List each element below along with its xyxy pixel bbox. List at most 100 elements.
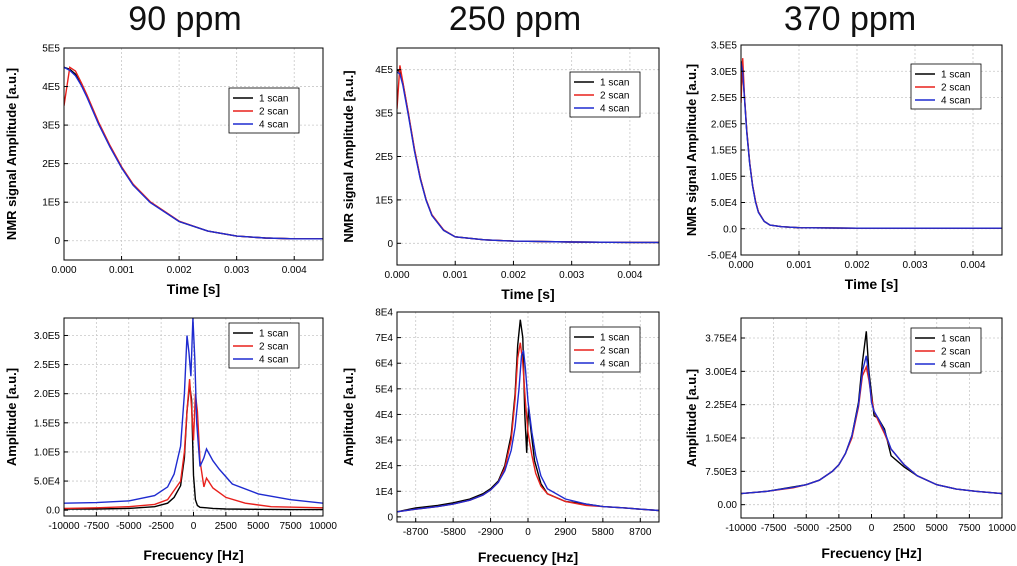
y-axis-label: NMR signal Amplitude [a.u.] (4, 68, 19, 240)
x-tick-label: -2500 (826, 523, 852, 534)
x-tick-label: 0 (525, 527, 531, 538)
y-tick-label: 7E4 (375, 333, 393, 344)
legend-label: 4 scan (600, 359, 629, 370)
y-tick-label: 0.0 (723, 224, 737, 235)
y-tick-label: 2.25E4 (705, 400, 737, 411)
legend-label: 4 scan (941, 96, 970, 107)
legend-label: 2 scan (941, 83, 970, 94)
x-axis-label: Frecuency [Hz] (478, 549, 578, 565)
y-tick-label: 1.50E4 (705, 434, 737, 445)
y-tick-label: 0 (387, 512, 393, 523)
y-tick-label: 5.0E4 (711, 198, 738, 209)
x-axis-label: Frecuency [Hz] (143, 547, 243, 563)
y-tick-label: 1E4 (375, 487, 393, 498)
legend-label: 4 scan (941, 360, 970, 371)
y-tick-label: 3.00E4 (705, 367, 737, 378)
y-tick-label: 3.0E5 (34, 331, 61, 342)
x-tick-label: 8700 (629, 527, 652, 538)
y-tick-label: 7.50E3 (705, 467, 737, 478)
x-tick-label: 0.001 (786, 260, 811, 271)
x-tick-label: 7500 (958, 523, 981, 534)
series-line-4-scan (741, 355, 1002, 495)
y-tick-label: 0 (54, 236, 60, 247)
x-axis-label: Time [s] (845, 276, 898, 292)
y-tick-label: 4E5 (42, 82, 60, 93)
y-tick-label: 8E4 (375, 308, 393, 319)
y-tick-label: 5E4 (375, 384, 393, 395)
x-tick-label: 0.004 (960, 260, 985, 271)
x-tick-label: 5000 (926, 523, 949, 534)
x-tick-label: 2500 (893, 523, 916, 534)
x-tick-label: 0 (191, 521, 197, 532)
y-tick-label: 2.5E5 (711, 93, 738, 104)
y-tick-label: 1E5 (375, 195, 393, 206)
x-tick-label: 0.001 (443, 270, 468, 281)
x-tick-label: -10000 (48, 521, 80, 532)
series-line-4-scan (397, 350, 659, 513)
plot-frame (63, 47, 324, 261)
x-tick-label: 0.002 (501, 270, 526, 281)
y-axis-label: NMR signal Amplitude [a.u.] (341, 70, 356, 242)
legend-label: 1 scan (941, 70, 970, 81)
x-tick-label: 0.000 (728, 260, 753, 271)
series-line-4-scan (397, 71, 659, 244)
x-tick-label: -5000 (793, 523, 819, 534)
legend-label: 1 scan (259, 329, 288, 340)
y-tick-label: 3E5 (42, 121, 60, 132)
legend-label: 1 scan (941, 334, 970, 345)
x-tick-label: 10000 (988, 523, 1016, 534)
x-tick-label: -7500 (84, 521, 110, 532)
x-axis-label: Time [s] (167, 281, 220, 297)
legend-label: 1 scan (600, 78, 629, 89)
x-tick-label: 0.003 (559, 270, 584, 281)
y-tick-label: 2E4 (375, 461, 393, 472)
y-tick-label: 2.0E5 (34, 389, 61, 400)
y-tick-label: 2E5 (375, 152, 393, 163)
x-tick-label: 0.001 (109, 265, 134, 276)
y-tick-label: 1E5 (42, 198, 60, 209)
y-tick-label: 3E4 (375, 436, 393, 447)
x-tick-label: -5800 (440, 527, 466, 538)
x-tick-label: 10000 (309, 521, 337, 532)
x-tick-label: 7500 (280, 521, 303, 532)
x-tick-label: 0.003 (902, 260, 927, 271)
y-tick-label: 3E5 (375, 109, 393, 120)
x-tick-label: 0.004 (282, 265, 307, 276)
legend-label: 2 scan (259, 107, 288, 118)
column-title-90ppm: 90 ppm (128, 0, 242, 38)
x-tick-label: 0.004 (617, 270, 642, 281)
y-tick-label: 4E4 (375, 410, 393, 421)
x-tick-label: -8700 (403, 527, 429, 538)
y-tick-label: 3.5E5 (711, 41, 738, 52)
column-title-370ppm: 370 ppm (783, 0, 917, 38)
y-axis-label: Amplitude [a.u.] (341, 368, 356, 466)
series-line-4-scan (64, 66, 323, 240)
x-tick-label: 2900 (554, 527, 577, 538)
y-axis-label: NMR signal Amplitude [a.u.] (684, 64, 699, 236)
x-tick-label: -2500 (148, 521, 174, 532)
y-tick-label: 4E5 (375, 65, 393, 76)
x-tick-label: 0.000 (384, 270, 409, 281)
column-title-250ppm: 250 ppm (448, 0, 582, 38)
x-tick-label: 0 (869, 523, 875, 534)
y-tick-label: 2.5E5 (34, 360, 61, 371)
legend-label: 1 scan (600, 333, 629, 344)
legend-label: 2 scan (600, 91, 629, 102)
legend-label: 2 scan (600, 346, 629, 357)
x-tick-label: -5000 (116, 521, 142, 532)
y-tick-label: 2E5 (42, 159, 60, 170)
y-tick-label: 1.0E5 (711, 172, 738, 183)
legend-box (910, 63, 982, 110)
x-tick-label: 0.002 (167, 265, 192, 276)
series-line-4-scan (64, 318, 323, 504)
y-tick-label: 0.0 (46, 506, 60, 517)
y-axis-label: Amplitude [a.u.] (684, 369, 699, 467)
x-tick-label: -7500 (761, 523, 787, 534)
y-tick-label: 0.00 (718, 500, 738, 511)
